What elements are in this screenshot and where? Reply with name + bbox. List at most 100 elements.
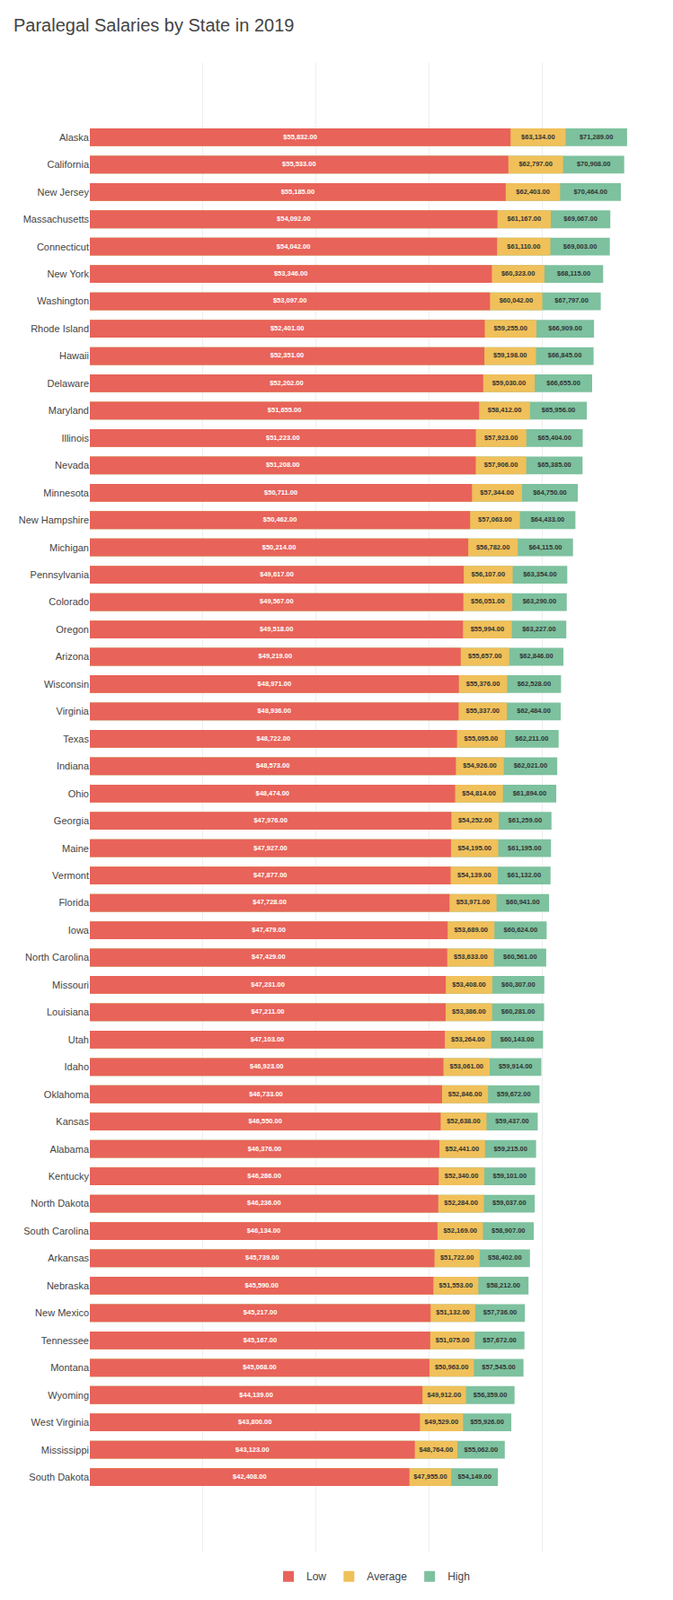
svg-text:$56,782.00: $56,782.00 — [476, 543, 511, 552]
svg-text:$51,223.00: $51,223.00 — [265, 433, 301, 443]
svg-text:$61,894.00: $61,894.00 — [513, 789, 548, 798]
svg-text:North Dakota: North Dakota — [30, 1198, 90, 1210]
svg-text:$66,909.00: $66,909.00 — [548, 324, 583, 333]
svg-text:New Hampshire: New Hampshire — [18, 514, 89, 526]
svg-text:Utah: Utah — [68, 1035, 89, 1046]
svg-text:$52,638.00: $52,638.00 — [446, 1117, 481, 1126]
svg-text:$68,115.00: $68,115.00 — [557, 269, 591, 278]
svg-text:$53,097.00: $53,097.00 — [273, 296, 308, 305]
svg-text:Delaware: Delaware — [47, 378, 89, 390]
svg-text:$60,561.00: $60,561.00 — [503, 953, 538, 962]
svg-text:Georgia: Georgia — [53, 815, 90, 827]
svg-text:Florida: Florida — [58, 897, 90, 909]
svg-text:Arizona: Arizona — [55, 651, 90, 663]
svg-text:$45,167.00: $45,167.00 — [243, 1337, 278, 1346]
svg-text:Texas: Texas — [62, 734, 89, 745]
svg-text:$46,286.00: $46,286.00 — [247, 1172, 282, 1181]
svg-text:$58,412.00: $58,412.00 — [487, 406, 523, 415]
svg-text:Connecticut: Connecticut — [36, 241, 89, 253]
svg-text:$49,219.00: $49,219.00 — [258, 652, 293, 661]
svg-text:$51,208.00: $51,208.00 — [265, 460, 301, 470]
svg-text:$61,259.00: $61,259.00 — [508, 816, 543, 825]
svg-text:$57,063.00: $57,063.00 — [478, 515, 513, 524]
svg-text:$49,518.00: $49,518.00 — [259, 625, 294, 634]
svg-text:$55,095.00: $55,095.00 — [464, 734, 499, 744]
svg-text:$71,289.00: $71,289.00 — [579, 132, 614, 142]
svg-text:$55,185.00: $55,185.00 — [281, 187, 316, 196]
svg-text:Indiana: Indiana — [56, 761, 90, 772]
svg-text:$53,386.00: $53,386.00 — [451, 1008, 487, 1017]
svg-text:$60,143.00: $60,143.00 — [500, 1036, 535, 1045]
svg-text:$52,202.00: $52,202.00 — [269, 379, 304, 388]
svg-text:$64,433.00: $64,433.00 — [531, 515, 566, 524]
svg-text:$54,092.00: $54,092.00 — [276, 214, 311, 223]
svg-text:Pennsylvania: Pennsylvania — [30, 569, 90, 581]
svg-text:Kansas: Kansas — [55, 1116, 89, 1128]
svg-text:Washington: Washington — [36, 295, 89, 307]
svg-text:New Mexico: New Mexico — [35, 1308, 89, 1320]
svg-text:$53,633.00: $53,633.00 — [453, 953, 488, 962]
svg-text:$54,926.00: $54,926.00 — [462, 761, 497, 771]
svg-text:$70,464.00: $70,464.00 — [573, 187, 608, 196]
svg-text:$60,941.00: $60,941.00 — [505, 898, 541, 907]
svg-text:$52,169.00: $52,169.00 — [442, 1227, 478, 1236]
svg-text:$62,021.00: $62,021.00 — [513, 761, 549, 771]
svg-text:$62,528.00: $62,528.00 — [517, 680, 552, 689]
svg-text:$61,167.00: $61,167.00 — [507, 214, 542, 223]
svg-text:Nevada: Nevada — [54, 460, 90, 471]
svg-text:South Dakota: South Dakota — [28, 1472, 90, 1484]
svg-text:$62,797.00: $62,797.00 — [518, 159, 553, 169]
svg-text:$43,123.00: $43,123.00 — [235, 1446, 270, 1455]
svg-text:$43,800.00: $43,800.00 — [238, 1418, 273, 1427]
svg-text:$46,236.00: $46,236.00 — [247, 1199, 282, 1208]
svg-text:Alaska: Alaska — [59, 132, 90, 143]
svg-text:$67,797.00: $67,797.00 — [554, 296, 589, 305]
svg-text:$57,672.00: $57,672.00 — [482, 1337, 517, 1346]
svg-text:$53,346.00: $53,346.00 — [274, 269, 309, 278]
svg-text:West Virginia: West Virginia — [31, 1417, 90, 1429]
svg-text:$47,976.00: $47,976.00 — [253, 816, 288, 825]
svg-text:$54,042.00: $54,042.00 — [276, 242, 311, 251]
svg-text:Louisiana: Louisiana — [46, 1007, 90, 1019]
svg-text:$45,217.00: $45,217.00 — [243, 1309, 278, 1318]
svg-text:$58,402.00: $58,402.00 — [487, 1254, 523, 1263]
svg-text:$48,971.00: $48,971.00 — [257, 680, 293, 689]
svg-text:$57,906.00: $57,906.00 — [484, 460, 519, 470]
svg-text:Virginia: Virginia — [56, 706, 90, 718]
svg-text:New Jersey: New Jersey — [37, 186, 90, 198]
svg-text:$60,281.00: $60,281.00 — [501, 1008, 536, 1017]
svg-text:Alabama: Alabama — [50, 1144, 90, 1156]
svg-text:Oklahoma: Oklahoma — [44, 1089, 90, 1101]
svg-text:South Carolina: South Carolina — [23, 1226, 90, 1238]
svg-text:$69,067.00: $69,067.00 — [563, 214, 598, 223]
svg-text:Minnesota: Minnesota — [43, 487, 90, 499]
svg-text:$44,139.00: $44,139.00 — [239, 1391, 274, 1400]
svg-text:Wyoming: Wyoming — [47, 1390, 89, 1402]
svg-text:$46,134.00: $46,134.00 — [247, 1227, 282, 1236]
svg-text:$49,912.00: $49,912.00 — [427, 1391, 462, 1400]
svg-text:$65,385.00: $65,385.00 — [537, 460, 572, 470]
svg-text:Wisconsin: Wisconsin — [44, 679, 89, 691]
svg-text:$60,624.00: $60,624.00 — [504, 926, 539, 935]
svg-text:$66,845.00: $66,845.00 — [548, 351, 583, 360]
svg-text:$63,354.00: $63,354.00 — [522, 570, 558, 579]
svg-text:New York: New York — [47, 268, 90, 280]
svg-text:$47,231.00: $47,231.00 — [250, 981, 285, 990]
svg-text:$55,337.00: $55,337.00 — [465, 707, 500, 716]
svg-text:$42,408.00: $42,408.00 — [232, 1473, 267, 1482]
svg-text:$63,290.00: $63,290.00 — [522, 597, 558, 606]
svg-text:Vermont: Vermont — [52, 870, 89, 882]
svg-text:$49,617.00: $49,617.00 — [259, 570, 294, 579]
svg-text:$59,030.00: $59,030.00 — [492, 379, 527, 388]
svg-text:$52,351.00: $52,351.00 — [270, 351, 305, 360]
svg-text:California: California — [47, 159, 90, 170]
svg-text:$52,846.00: $52,846.00 — [448, 1090, 483, 1099]
svg-text:$51,132.00: $51,132.00 — [435, 1309, 470, 1318]
svg-text:$64,115.00: $64,115.00 — [528, 543, 562, 552]
svg-text:$50,214.00: $50,214.00 — [262, 543, 297, 552]
svg-text:$60,042.00: $60,042.00 — [499, 296, 534, 305]
svg-text:Missouri: Missouri — [52, 980, 89, 992]
svg-text:$62,403.00: $62,403.00 — [515, 187, 550, 196]
svg-text:Colorado: Colorado — [48, 596, 89, 608]
svg-text:Low: Low — [306, 1571, 327, 1585]
